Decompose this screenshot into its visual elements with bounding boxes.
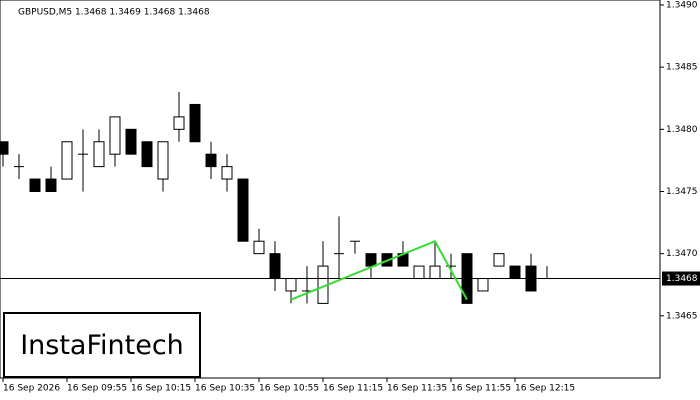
candle-body xyxy=(173,116,185,130)
x-tick-label: 16 Sep 2026 xyxy=(3,384,60,394)
candle-body xyxy=(141,141,153,168)
candle-body xyxy=(429,265,441,280)
y-tick-label: 1.3465 xyxy=(666,311,698,321)
candle-body xyxy=(365,253,377,267)
candle-body xyxy=(413,265,425,280)
candle-body xyxy=(157,141,169,180)
candle-body xyxy=(109,116,121,155)
candle-body xyxy=(285,278,297,292)
x-tick-label: 16 Sep 11:15 xyxy=(323,384,383,394)
candle-body xyxy=(61,141,73,180)
y-tick-label: 1.3470 xyxy=(666,249,698,259)
candle-body xyxy=(205,153,217,168)
candle-body xyxy=(477,278,489,292)
logo: InstaFintech xyxy=(3,312,201,378)
candle-body xyxy=(29,178,41,192)
candle-body xyxy=(269,253,281,280)
current-price-label: 1.3468 xyxy=(666,274,698,284)
current-price-box xyxy=(662,271,700,286)
candle-body xyxy=(93,141,105,168)
y-tick-label: 1.3485 xyxy=(666,63,698,73)
candle-body xyxy=(509,265,521,280)
x-tick-label: 16 Sep 12:15 xyxy=(515,384,575,394)
x-tick-label: 16 Sep 11:55 xyxy=(451,384,511,394)
candle-body xyxy=(125,128,137,155)
candle-body xyxy=(237,178,249,242)
x-tick-label: 16 Sep 11:35 xyxy=(387,384,447,394)
x-tick-label: 16 Sep 09:55 xyxy=(67,384,127,394)
candle-body xyxy=(221,166,233,180)
pattern-line xyxy=(290,239,468,301)
candle-body xyxy=(493,253,505,267)
x-tick-label: 16 Sep 10:15 xyxy=(131,384,191,394)
chart-title: GBPUSD,M5 1.3468 1.3469 1.3468 1.3468 xyxy=(18,8,210,18)
y-tick-label: 1.3490 xyxy=(666,0,698,10)
y-tick-label: 1.3475 xyxy=(666,187,698,197)
y-tick-label: 1.3480 xyxy=(666,125,698,135)
candle-body xyxy=(0,141,9,155)
candle-body xyxy=(253,240,265,255)
x-tick-label: 16 Sep 10:55 xyxy=(259,384,319,394)
candle-body xyxy=(45,178,57,192)
candle-body xyxy=(189,103,201,143)
x-tick-label: 16 Sep 10:35 xyxy=(195,384,255,394)
